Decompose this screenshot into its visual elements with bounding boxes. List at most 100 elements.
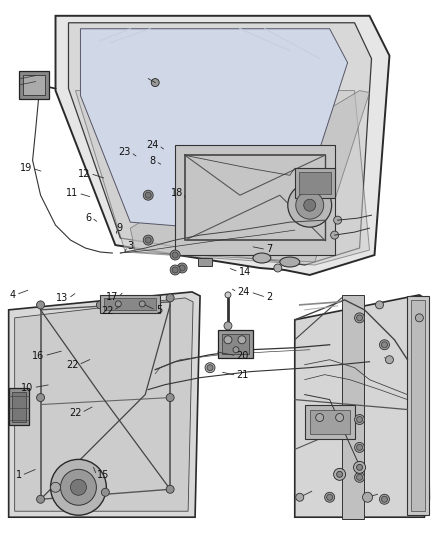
Circle shape bbox=[379, 494, 389, 504]
Bar bbox=[299, 172, 331, 194]
Circle shape bbox=[327, 494, 332, 500]
Bar bbox=[104, 298, 156, 310]
Circle shape bbox=[71, 479, 86, 495]
Circle shape bbox=[415, 314, 424, 322]
Circle shape bbox=[357, 445, 363, 450]
Circle shape bbox=[357, 464, 363, 470]
Text: 1: 1 bbox=[15, 470, 21, 480]
Text: 2: 2 bbox=[266, 292, 272, 302]
Bar bbox=[9, 387, 28, 425]
Bar bbox=[342, 295, 364, 519]
Circle shape bbox=[225, 292, 231, 298]
Text: 8: 8 bbox=[149, 156, 155, 166]
Text: 12: 12 bbox=[78, 168, 90, 179]
Text: 22: 22 bbox=[101, 305, 113, 316]
Circle shape bbox=[375, 301, 384, 309]
Circle shape bbox=[238, 336, 246, 344]
Bar bbox=[198, 258, 212, 266]
Circle shape bbox=[296, 493, 304, 501]
Text: 17: 17 bbox=[106, 292, 119, 302]
Text: 9: 9 bbox=[117, 223, 123, 233]
Bar bbox=[407, 296, 429, 515]
Text: 3: 3 bbox=[127, 241, 134, 252]
Circle shape bbox=[381, 496, 388, 502]
Text: 6: 6 bbox=[85, 213, 92, 223]
Circle shape bbox=[331, 231, 339, 239]
Text: 4: 4 bbox=[10, 289, 16, 300]
Circle shape bbox=[50, 459, 106, 515]
Text: 21: 21 bbox=[237, 370, 249, 381]
Circle shape bbox=[50, 482, 60, 492]
Circle shape bbox=[288, 183, 332, 227]
Circle shape bbox=[317, 182, 323, 188]
Circle shape bbox=[170, 265, 180, 275]
Bar bbox=[310, 409, 350, 434]
Bar bbox=[23, 75, 45, 94]
Circle shape bbox=[381, 342, 388, 348]
Circle shape bbox=[325, 492, 335, 502]
Circle shape bbox=[170, 250, 180, 260]
Bar bbox=[12, 392, 25, 422]
Bar bbox=[295, 168, 335, 198]
Circle shape bbox=[145, 192, 151, 198]
Circle shape bbox=[143, 190, 153, 200]
Circle shape bbox=[334, 216, 342, 224]
Circle shape bbox=[304, 199, 316, 211]
Circle shape bbox=[379, 340, 389, 350]
Circle shape bbox=[357, 416, 363, 423]
Text: 10: 10 bbox=[21, 383, 33, 393]
Bar bbox=[19, 71, 49, 99]
Circle shape bbox=[296, 191, 324, 219]
Circle shape bbox=[37, 495, 45, 503]
Text: 11: 11 bbox=[66, 188, 78, 198]
Circle shape bbox=[205, 362, 215, 373]
Circle shape bbox=[357, 474, 363, 480]
Bar bbox=[222, 334, 249, 354]
Text: 5: 5 bbox=[155, 305, 162, 315]
Circle shape bbox=[145, 237, 151, 243]
Circle shape bbox=[139, 301, 145, 307]
Bar bbox=[411, 300, 425, 511]
Polygon shape bbox=[295, 295, 429, 517]
Bar bbox=[175, 146, 335, 255]
Circle shape bbox=[355, 415, 364, 424]
Circle shape bbox=[355, 442, 364, 453]
Ellipse shape bbox=[280, 257, 300, 267]
Circle shape bbox=[337, 471, 343, 478]
Text: 22: 22 bbox=[69, 408, 81, 418]
Text: 23: 23 bbox=[118, 147, 131, 157]
Circle shape bbox=[224, 322, 232, 330]
Text: 22: 22 bbox=[66, 360, 78, 370]
Text: 7: 7 bbox=[266, 245, 272, 254]
Circle shape bbox=[166, 393, 174, 401]
Bar bbox=[218, 330, 253, 358]
Circle shape bbox=[224, 336, 232, 344]
Bar bbox=[100, 295, 160, 313]
Circle shape bbox=[353, 462, 366, 473]
Polygon shape bbox=[14, 298, 193, 511]
Polygon shape bbox=[81, 29, 348, 235]
Text: 24: 24 bbox=[146, 140, 159, 150]
Circle shape bbox=[357, 315, 363, 321]
Text: 13: 13 bbox=[56, 293, 68, 303]
Text: 14: 14 bbox=[239, 267, 251, 277]
Circle shape bbox=[96, 301, 104, 309]
Text: 15: 15 bbox=[97, 470, 109, 480]
Polygon shape bbox=[68, 23, 371, 265]
Circle shape bbox=[336, 414, 343, 422]
Text: 16: 16 bbox=[32, 351, 44, 361]
Circle shape bbox=[177, 263, 187, 273]
Circle shape bbox=[101, 488, 110, 496]
Circle shape bbox=[334, 469, 346, 480]
Circle shape bbox=[143, 235, 153, 245]
Circle shape bbox=[115, 301, 121, 307]
Circle shape bbox=[301, 174, 309, 182]
Ellipse shape bbox=[253, 253, 271, 263]
Circle shape bbox=[316, 414, 324, 422]
Circle shape bbox=[166, 294, 174, 302]
Text: 18: 18 bbox=[171, 188, 183, 198]
Circle shape bbox=[207, 365, 213, 370]
Text: 24: 24 bbox=[237, 287, 250, 297]
Circle shape bbox=[274, 264, 282, 272]
Text: 19: 19 bbox=[20, 163, 32, 173]
